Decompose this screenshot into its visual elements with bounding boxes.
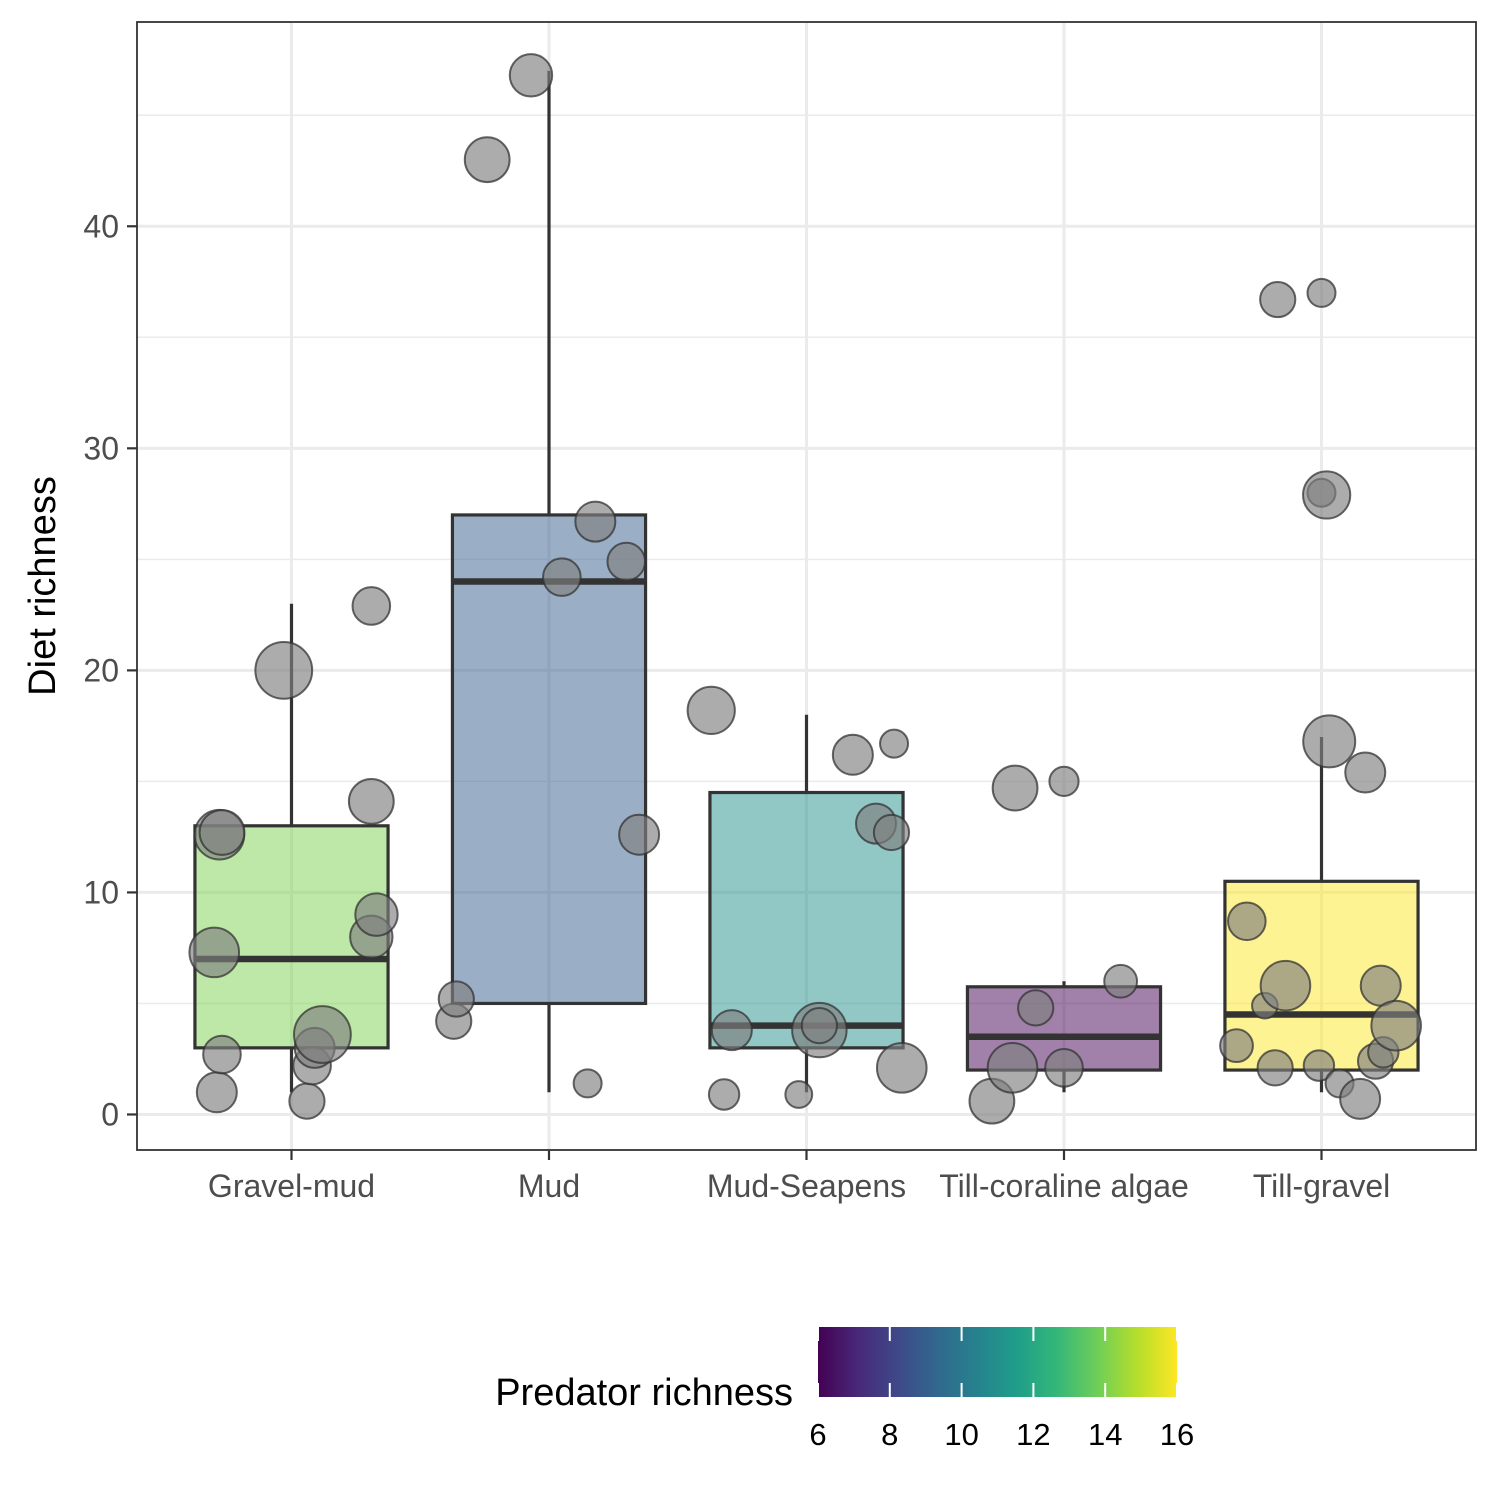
legend-tick-label: 16 [1160,1417,1194,1452]
legend-title: Predator richness [495,1372,793,1414]
data-point [574,500,617,543]
data-point [1302,470,1352,520]
data-point [1259,280,1297,319]
data-point [1256,1049,1294,1087]
y-axis-title: Diet richness [22,476,64,696]
data-point [991,764,1039,812]
data-point [1048,765,1080,798]
data-point [254,640,314,700]
data-point [875,1042,928,1094]
data-point [437,980,475,1018]
data-point [1344,751,1387,794]
data-point [202,1034,242,1075]
legend-colorbar [818,1327,1177,1397]
data-point [188,926,241,979]
data-point [1306,277,1337,308]
data-point [1017,989,1055,1027]
y-tick-label: 0 [101,1096,119,1132]
data-point [784,1080,814,1109]
x-tick-label: Mud [518,1168,580,1204]
data-point [572,1068,603,1099]
x-tick-label: Till-coraline algae [939,1168,1189,1204]
y-axis: 0 10 20 30 40 [83,208,137,1132]
data-point [707,1078,741,1111]
data-point [288,1082,326,1120]
x-axis: Gravel-mud Mud Mud-Seapens Till-coraline al… [208,1150,1390,1204]
data-point [293,1005,352,1064]
box-iqr [450,513,648,1006]
data-point [354,892,399,937]
data-point [879,728,910,759]
data-point [831,733,874,776]
point-series [188,53,1422,1125]
data-point [198,809,246,856]
data-point [1219,1028,1254,1064]
color-legend: Predator richness 6 8 10 12 14 16 [495,1327,1194,1452]
legend-ticks: 6 8 10 12 14 16 [809,1327,1194,1452]
data-point [1227,901,1267,942]
data-point [508,53,554,98]
legend-tick-label: 8 [881,1417,898,1452]
data-point [800,1007,838,1045]
y-tick-label: 20 [83,652,119,688]
data-point [542,557,582,597]
data-point [686,685,736,735]
data-point [710,1009,753,1052]
y-tick-label: 40 [83,208,119,244]
data-point [1302,714,1357,769]
legend-tick-label: 12 [1016,1417,1050,1452]
legend-tick-label: 10 [944,1417,978,1452]
data-point [618,813,661,856]
data-point [606,541,647,582]
x-tick-label: Gravel-mud [208,1168,375,1204]
data-point [347,777,395,825]
data-point [351,586,392,626]
legend-tick-label: 6 [809,1417,826,1452]
data-point [872,813,911,852]
data-point [1359,964,1402,1007]
y-tick-label: 30 [83,430,119,466]
data-point [1044,1048,1084,1088]
data-point [195,1071,238,1114]
x-tick-label: Mud-Seapens [707,1168,906,1204]
x-tick-label: Till-gravel [1253,1168,1391,1204]
data-point [1259,959,1312,1012]
y-tick-label: 10 [83,874,119,910]
data-point [1339,1077,1382,1120]
legend-tick-label: 14 [1088,1417,1122,1452]
data-point [1103,963,1139,999]
box-mud [450,70,648,1093]
data-point [1302,1049,1336,1082]
data-point [986,1042,1039,1094]
data-point [463,136,511,184]
data-point [1370,999,1422,1052]
